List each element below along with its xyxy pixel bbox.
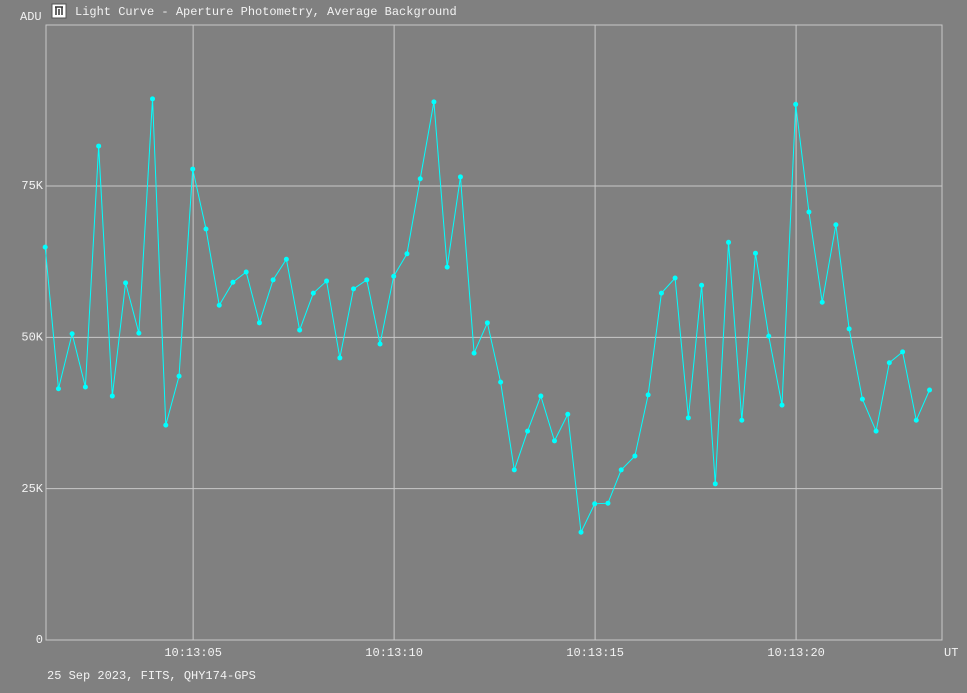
- data-point: [444, 264, 450, 270]
- data-point: [150, 96, 156, 102]
- data-point: [685, 415, 691, 421]
- data-point: [163, 422, 169, 428]
- data-point: [793, 101, 799, 107]
- data-point: [632, 453, 638, 459]
- data-point: [55, 386, 61, 392]
- data-point: [431, 99, 437, 105]
- data-point: [538, 393, 544, 399]
- data-point: [618, 467, 624, 473]
- data-point: [109, 393, 115, 399]
- data-point: [96, 143, 102, 149]
- data-point: [766, 333, 772, 339]
- data-point: [592, 501, 598, 507]
- data-point: [364, 277, 370, 283]
- data-point: [913, 417, 919, 423]
- data-point: [511, 467, 517, 473]
- app-icon: [51, 3, 67, 19]
- data-point: [337, 355, 343, 361]
- x-tick-label: 10:13:15: [566, 646, 624, 660]
- data-point: [779, 402, 785, 408]
- data-point: [351, 286, 357, 292]
- data-point: [699, 282, 705, 288]
- data-point: [256, 320, 262, 326]
- y-tick-label: 25K: [21, 482, 43, 496]
- data-point: [873, 428, 879, 434]
- data-point: [672, 275, 678, 281]
- data-point: [190, 166, 196, 172]
- data-point: [886, 360, 892, 366]
- data-point: [551, 438, 557, 444]
- data-point: [498, 379, 504, 385]
- data-point: [216, 302, 222, 308]
- data-point: [123, 280, 129, 286]
- data-point: [243, 269, 249, 275]
- data-point: [819, 299, 825, 305]
- data-point: [712, 481, 718, 487]
- data-point: [900, 349, 906, 355]
- data-point: [377, 341, 383, 347]
- data-point: [806, 209, 812, 215]
- data-point: [69, 331, 75, 337]
- data-point: [927, 387, 933, 393]
- data-point: [739, 417, 745, 423]
- data-point: [297, 327, 303, 333]
- data-point: [645, 392, 651, 398]
- y-tick-label: 75K: [21, 179, 43, 193]
- data-point: [203, 226, 209, 232]
- x-tick-label: 10:13:20: [767, 646, 825, 660]
- data-point: [270, 277, 276, 283]
- icon-glyph: [55, 6, 63, 15]
- data-point: [752, 250, 758, 256]
- data-point: [417, 176, 423, 182]
- x-tick-label: 10:13:10: [365, 646, 423, 660]
- data-point: [42, 244, 48, 250]
- data-point: [404, 251, 410, 257]
- y-tick-label: 0: [36, 633, 43, 647]
- data-point: [833, 222, 839, 228]
- y-tick-label: 50K: [21, 331, 43, 345]
- data-point: [230, 279, 236, 285]
- data-point: [859, 396, 865, 402]
- x-axis-unit: UT: [944, 646, 958, 660]
- data-point: [525, 428, 531, 434]
- plot-frame: [45, 24, 943, 641]
- footer: 25 Sep 2023, FITS, QHY174-GPS: [47, 669, 256, 683]
- y-axis-unit: ADU: [20, 10, 42, 24]
- data-point: [846, 326, 852, 332]
- data-point: [176, 373, 182, 379]
- data-point: [605, 500, 611, 506]
- data-point: [310, 290, 316, 296]
- data-point: [283, 256, 289, 262]
- data-point: [726, 239, 732, 245]
- chart-title: Light Curve - Aperture Photometry, Avera…: [75, 5, 457, 19]
- data-point: [391, 273, 397, 279]
- data-point: [136, 330, 142, 336]
- data-point: [82, 384, 88, 390]
- x-tick-label: 10:13:05: [164, 646, 222, 660]
- data-point: [457, 174, 463, 180]
- data-point: [565, 411, 571, 417]
- data-line: [44, 98, 930, 535]
- data-point: [471, 350, 477, 356]
- data-point: [484, 320, 490, 326]
- data-point: [324, 278, 330, 284]
- data-point: [658, 290, 664, 296]
- data-point: [578, 529, 584, 535]
